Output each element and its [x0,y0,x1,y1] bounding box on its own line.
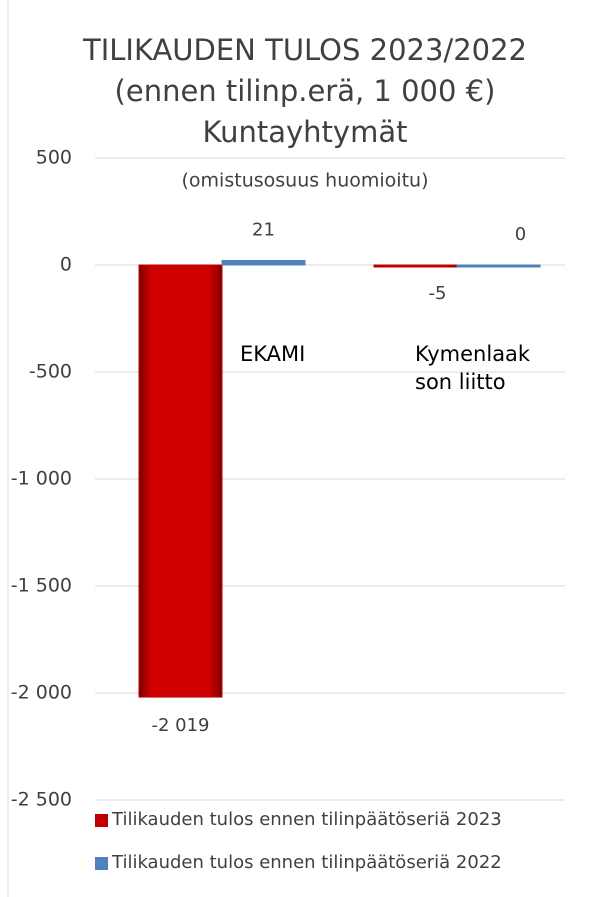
bar [221,260,306,266]
legend-swatch [95,857,108,870]
y-tick-label: -500 [29,361,72,383]
chart-title: (ennen tilinp.erä, 1 000 €) [115,74,496,108]
chart-title: TILIKAUDEN TULOS 2023/2022 [82,33,527,67]
y-tick-label: 0 [60,254,72,276]
y-tick-label: -1 000 [11,468,72,490]
y-tick-label: -1 500 [11,575,72,597]
data-label: -5 [429,283,447,304]
data-label: -2 019 [151,715,209,736]
category-label: EKAMI [240,342,306,366]
category-label: Kymenlaakson liitto [415,342,531,394]
chart-title: Kuntayhtymät [203,115,408,149]
legend-swatch [95,814,108,827]
legend-label: Tilikauden tulos ennen tilinpäätöseriä 2… [111,809,502,830]
y-tick-label: 500 [36,147,72,169]
y-tick-label: -2 000 [11,682,72,704]
bar [456,264,541,268]
legend-label: Tilikauden tulos ennen tilinpäätöseriä 2… [111,852,502,873]
data-label: 0 [515,224,526,245]
data-label: 21 [252,220,275,241]
bar [138,264,223,698]
bar [373,264,458,268]
chart-subtitle: (omistusosuus huomioitu) [182,170,429,192]
y-tick-label: -2 500 [11,789,72,811]
